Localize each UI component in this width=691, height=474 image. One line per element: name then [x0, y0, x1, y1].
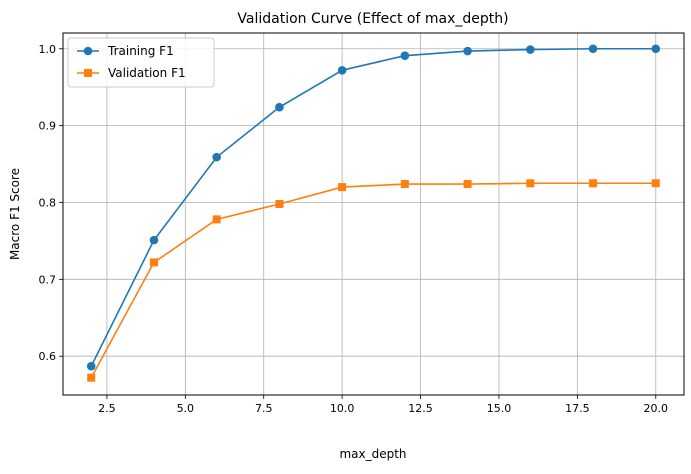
legend-item-training-f1: Training F1 — [77, 44, 174, 58]
legend-item-validation-f1: Validation F1 — [77, 66, 186, 80]
training-f1-point — [212, 152, 221, 162]
validation-f1-point — [463, 180, 472, 189]
x-tick-label: 7.5 — [255, 402, 273, 415]
y-tick-label: 1.0 — [39, 43, 57, 56]
training-f1-point — [463, 46, 472, 56]
x-tick-label: 5.0 — [177, 402, 195, 415]
training-f1-point — [526, 45, 535, 54]
axis-layer: 2.5 5.0 7.5 10.0 12.5 15.0 17.5 20.0 0.6 0.7 0.8 0.… — [39, 43, 669, 415]
legend-label: Training F1 — [107, 44, 174, 58]
y-tick-label: 0.9 — [39, 120, 57, 133]
validation-f1-point — [400, 180, 409, 189]
y-tick-label: 0.8 — [39, 196, 57, 209]
x-axis-label: max_depth — [339, 447, 406, 461]
x-tick-label: 2.5 — [98, 402, 116, 415]
training-f1-line — [90, 47, 656, 367]
x-tick-label: 15.0 — [487, 402, 512, 415]
y-axis-label: Macro F1 Score — [8, 168, 22, 260]
validation-f1-point — [526, 179, 535, 188]
y-tick-label: 0.6 — [39, 350, 57, 363]
series-layer — [86, 44, 661, 382]
x-tick-label: 20.0 — [644, 402, 669, 415]
validation-f1-point — [275, 200, 284, 209]
training-f1-point — [337, 65, 347, 75]
validation-f1-line — [90, 182, 656, 379]
x-tick-label: 12.5 — [408, 402, 433, 415]
training-f1-point — [275, 102, 284, 112]
legend-marker — [84, 69, 92, 77]
y-tick-label: 0.7 — [39, 273, 57, 286]
validation-f1-point — [212, 215, 221, 224]
validation-f1-series — [87, 179, 660, 382]
training-f1-point — [651, 44, 661, 54]
training-f1-point — [149, 235, 159, 245]
legend: Training F1 Validation F1 — [67, 37, 215, 88]
x-tick-label: 10.0 — [330, 402, 355, 415]
validation-f1-point — [651, 179, 660, 188]
validation-f1-point — [87, 373, 96, 382]
x-tick-label: 17.5 — [565, 402, 590, 415]
plot-frame — [62, 32, 685, 396]
training-f1-point — [400, 51, 410, 60]
legend-marker — [83, 46, 93, 56]
validation-f1-point — [149, 258, 158, 267]
legend-label: Validation F1 — [108, 66, 186, 80]
validation-f1-point — [589, 179, 598, 188]
legend-box — [67, 37, 215, 88]
validation-f1-point — [338, 183, 347, 192]
training-f1-point — [588, 44, 598, 54]
training-f1-series — [86, 44, 661, 371]
chart-title: Validation Curve (Effect of max_depth) — [237, 11, 508, 27]
training-f1-point — [86, 361, 96, 371]
